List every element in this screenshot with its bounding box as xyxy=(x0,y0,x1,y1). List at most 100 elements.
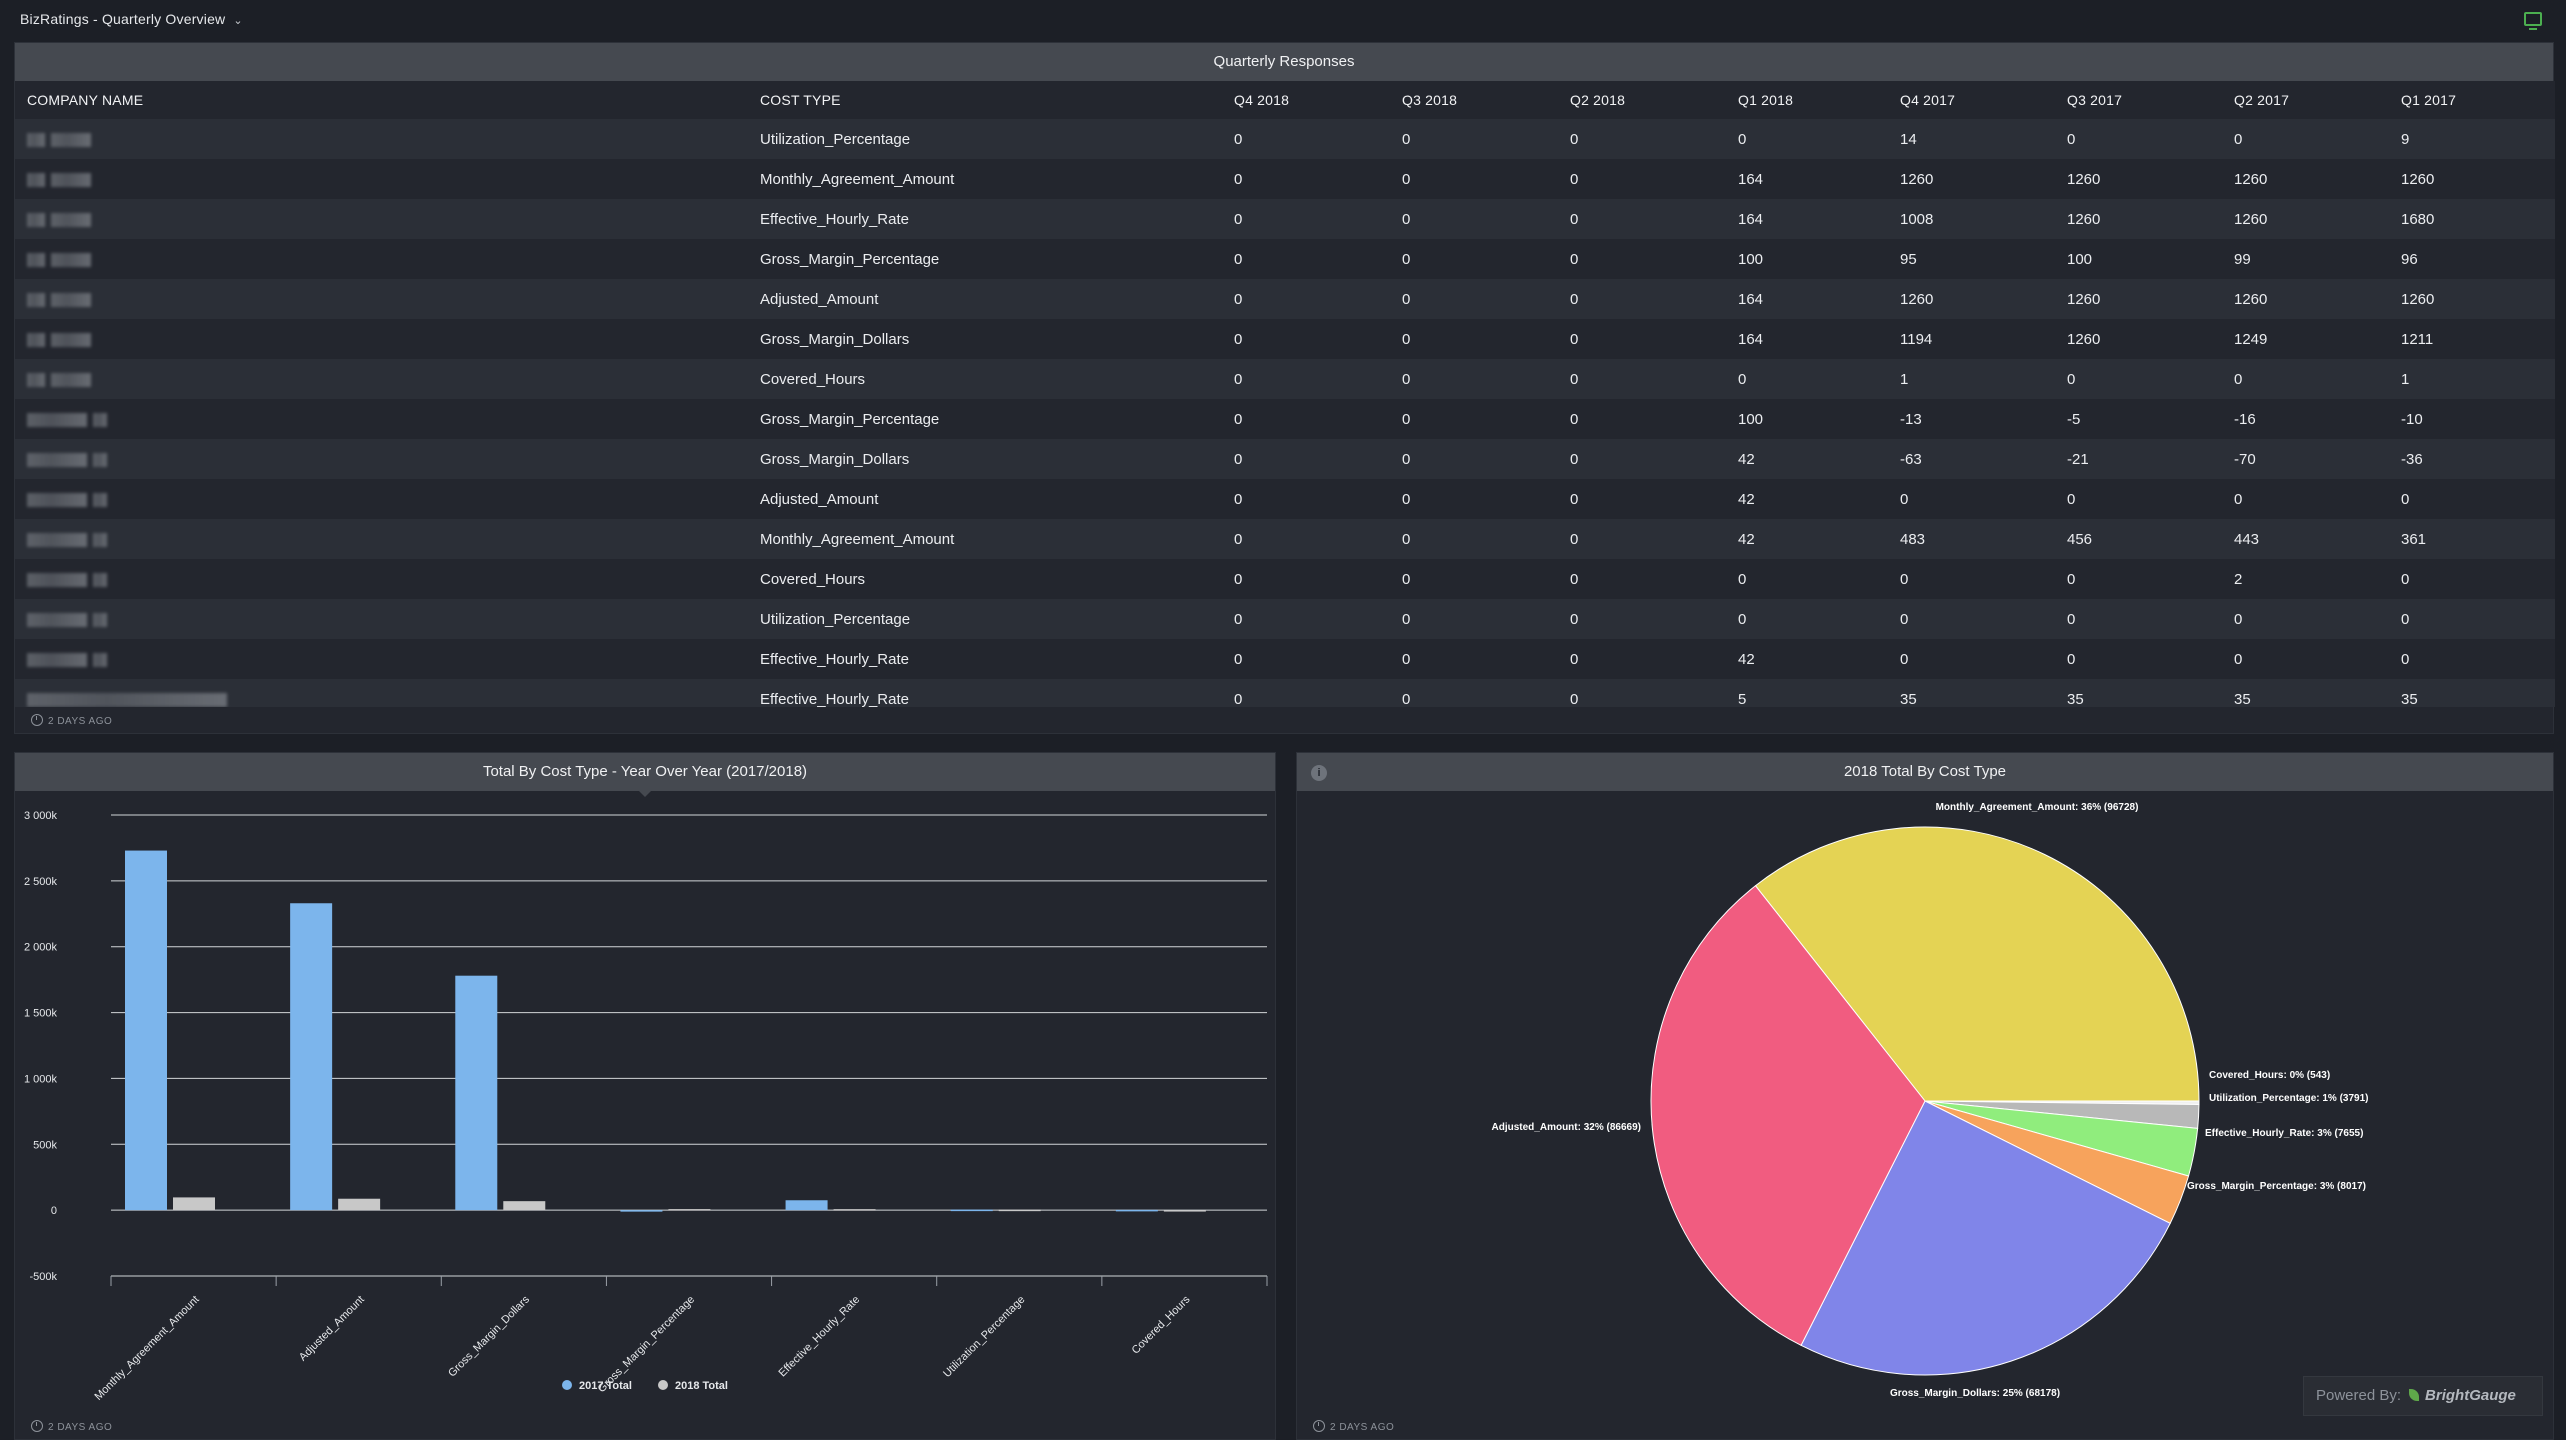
pie-slice xyxy=(1754,826,2200,1102)
value-cell: 0 xyxy=(1390,319,1558,359)
value-cell: 1194 xyxy=(1888,319,2055,359)
value-cell: -63 xyxy=(1888,439,2055,479)
table-row[interactable]: Gross_Margin_Percentage 0 0 0 100 -13 -5 -16 -10 xyxy=(15,399,2555,439)
value-cell: 0 xyxy=(2055,559,2222,599)
bar-2018 xyxy=(173,1197,215,1211)
cost-type-cell: Effective_Hourly_Rate xyxy=(748,199,1222,239)
value-cell: 35 xyxy=(2055,679,2222,707)
redacted-name xyxy=(27,132,45,147)
monitor-icon[interactable] xyxy=(2524,12,2542,30)
table-row[interactable]: Effective_Hourly_Rate 0 0 0 5 35 35 35 35 xyxy=(15,679,2555,707)
y-tick-label: 500k xyxy=(33,1139,57,1151)
bar-2017 xyxy=(950,1209,993,1212)
column-header[interactable]: COMPANY NAME xyxy=(15,81,748,119)
pie-chart[interactable]: Monthly_Agreement_Amount: 36% (96728) Cov… xyxy=(1297,791,2553,1411)
pie-label: Utilization_Percentage: 1% (3791) xyxy=(2209,1093,2369,1104)
redacted-name xyxy=(27,332,45,347)
company-name-cell xyxy=(15,159,748,199)
y-tick-label: 3 000k xyxy=(24,810,58,822)
bar-2017 xyxy=(620,1210,663,1212)
company-name-cell xyxy=(15,519,748,559)
redacted-name xyxy=(27,172,45,187)
column-header[interactable]: Q1 2017 xyxy=(2389,81,2555,119)
bar-2018 xyxy=(503,1201,546,1211)
table-row[interactable]: Covered_Hours 0 0 0 0 1 0 0 1 xyxy=(15,359,2555,399)
value-cell: 0 xyxy=(1390,159,1558,199)
pie-label: Covered_Hours: 0% (543) xyxy=(2209,1070,2330,1081)
panel-title: Total By Cost Type - Year Over Year (201… xyxy=(15,753,1275,797)
value-cell: 1260 xyxy=(2055,159,2222,199)
value-cell: 5 xyxy=(1726,679,1888,707)
value-cell: 0 xyxy=(1222,399,1390,439)
value-cell: 0 xyxy=(1390,279,1558,319)
bar-2018 xyxy=(1163,1210,1206,1212)
dashboard-selector[interactable]: BizRatings - Quarterly Overview ⌄ xyxy=(20,11,243,27)
info-icon[interactable]: i xyxy=(1311,765,1327,781)
clock-icon xyxy=(1313,1420,1325,1432)
table-row[interactable]: Gross_Margin_Dollars 0 0 0 164 1194 1260 1249 12… xyxy=(15,319,2555,359)
value-cell: 0 xyxy=(1222,439,1390,479)
table-row[interactable]: Utilization_Percentage 0 0 0 0 0 0 0 0 xyxy=(15,599,2555,639)
value-cell: 42 xyxy=(1726,519,1888,559)
value-cell: -70 xyxy=(2222,439,2389,479)
column-header[interactable]: Q4 2018 xyxy=(1222,81,1390,119)
table-row[interactable]: Monthly_Agreement_Amount 0 0 0 42 483 456 443 36… xyxy=(15,519,2555,559)
table-row[interactable]: Effective_Hourly_Rate 0 0 0 164 1008 1260 1260 1… xyxy=(15,199,2555,239)
column-header[interactable]: COST TYPE xyxy=(748,81,1222,119)
value-cell: 0 xyxy=(1888,639,2055,679)
value-cell: 483 xyxy=(1888,519,2055,559)
redacted-name xyxy=(51,292,91,307)
value-cell: 0 xyxy=(2389,639,2555,679)
value-cell: 0 xyxy=(1726,359,1888,399)
company-name-cell xyxy=(15,399,748,439)
value-cell: -16 xyxy=(2222,399,2389,439)
value-cell: 0 xyxy=(2055,479,2222,519)
y-tick-label: 1 500k xyxy=(24,1008,58,1020)
table-row[interactable]: Covered_Hours 0 0 0 0 0 0 2 0 xyxy=(15,559,2555,599)
table-row[interactable]: Gross_Margin_Dollars 0 0 0 42 -63 -21 -70 -36 xyxy=(15,439,2555,479)
value-cell: 0 xyxy=(1222,639,1390,679)
column-header[interactable]: Q2 2018 xyxy=(1558,81,1726,119)
cost-type-cell: Utilization_Percentage xyxy=(748,119,1222,159)
table-row[interactable]: Effective_Hourly_Rate 0 0 0 42 0 0 0 0 xyxy=(15,639,2555,679)
pie-slice xyxy=(1650,885,1926,1347)
bar-chart[interactable]: 3 000k 2 500k 2 000k 1 500k 1 000k 500k 0 -500k… xyxy=(15,791,1275,1411)
value-cell: 0 xyxy=(2389,479,2555,519)
value-cell: 0 xyxy=(1558,599,1726,639)
redacted-name xyxy=(93,492,107,507)
value-cell: 0 xyxy=(1726,559,1888,599)
y-tick-label: 2 000k xyxy=(24,942,58,954)
column-header[interactable]: Q3 2017 xyxy=(2055,81,2222,119)
redacted-name xyxy=(27,612,87,627)
table-row[interactable]: Gross_Margin_Percentage 0 0 0 100 95 100 99 96 xyxy=(15,239,2555,279)
table-row[interactable]: Adjusted_Amount 0 0 0 42 0 0 0 0 xyxy=(15,479,2555,519)
value-cell: 96 xyxy=(2389,239,2555,279)
column-header[interactable]: Q4 2017 xyxy=(1888,81,2055,119)
cost-type-cell: Adjusted_Amount xyxy=(748,479,1222,519)
y-tick-label: -500k xyxy=(29,1271,57,1283)
pie-label: Monthly_Agreement_Amount: 36% (96728) xyxy=(1936,802,2139,813)
cost-type-cell: Gross_Margin_Percentage xyxy=(748,399,1222,439)
table-row[interactable]: Utilization_Percentage 0 0 0 0 14 0 0 9 xyxy=(15,119,2555,159)
clock-icon xyxy=(31,1420,43,1432)
clock-icon xyxy=(31,714,43,726)
table-row[interactable]: Adjusted_Amount 0 0 0 164 1260 1260 1260 1260 xyxy=(15,279,2555,319)
column-header[interactable]: Q1 2018 xyxy=(1726,81,1888,119)
value-cell: 0 xyxy=(1222,119,1390,159)
cost-type-cell: Monthly_Agreement_Amount xyxy=(748,159,1222,199)
table-row[interactable]: Monthly_Agreement_Amount 0 0 0 164 1260 1260 12… xyxy=(15,159,2555,199)
column-header[interactable]: Q2 2017 xyxy=(2222,81,2389,119)
value-cell: 0 xyxy=(1390,359,1558,399)
redacted-name xyxy=(51,212,91,227)
value-cell: 1008 xyxy=(1888,199,2055,239)
column-header[interactable]: Q3 2018 xyxy=(1390,81,1558,119)
redacted-name xyxy=(93,532,107,547)
cost-type-cell: Gross_Margin_Percentage xyxy=(748,239,1222,279)
value-cell: 0 xyxy=(1222,159,1390,199)
value-cell: 0 xyxy=(1390,199,1558,239)
data-table[interactable]: COMPANY NAME COST TYPE Q4 2018 Q3 2018 Q2 20… xyxy=(15,81,2555,707)
chevron-down-icon: ⌄ xyxy=(233,15,243,27)
powered-by-badge[interactable]: Powered By: BrightGauge xyxy=(2303,1376,2543,1416)
panel-title: 2018 Total By Cost Type xyxy=(1297,753,2553,791)
redacted-name xyxy=(93,452,107,467)
